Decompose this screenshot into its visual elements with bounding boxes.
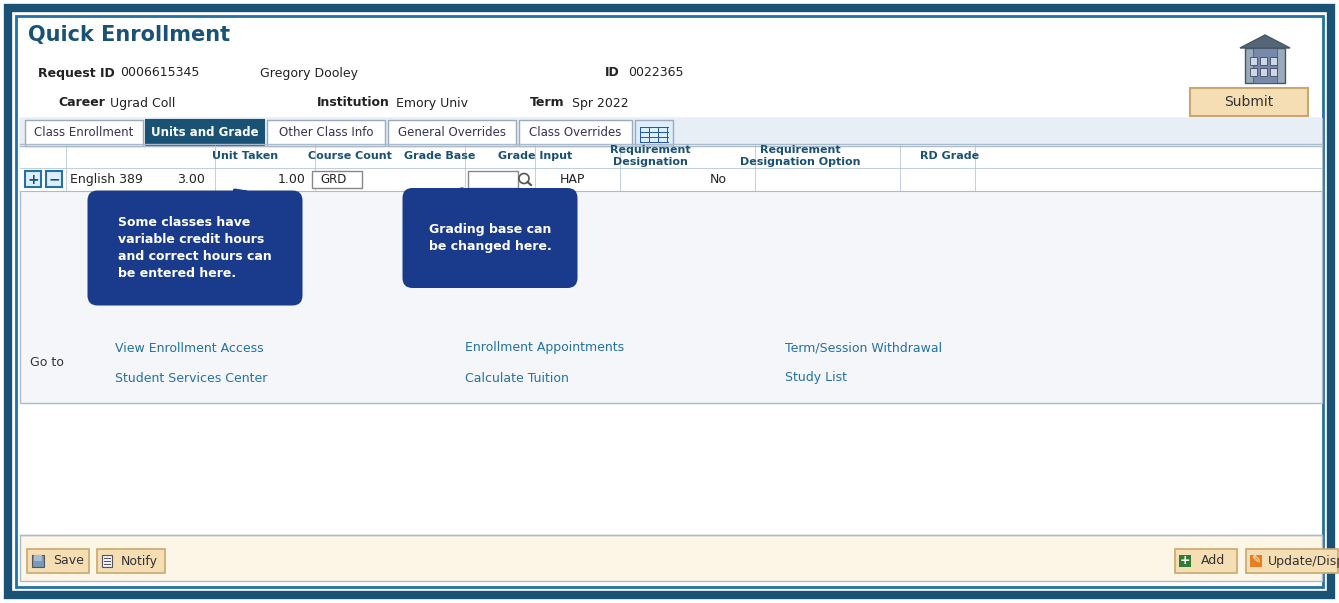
Text: Some classes have
variable credit hours
and correct hours can
be entered here.: Some classes have variable credit hours … [118,216,272,280]
Text: Institution: Institution [317,96,390,110]
FancyBboxPatch shape [403,188,577,288]
Text: ID: ID [605,66,620,80]
FancyBboxPatch shape [27,549,88,573]
Text: Enrollment Appointments: Enrollment Appointments [465,341,624,355]
FancyBboxPatch shape [1260,57,1267,65]
FancyBboxPatch shape [20,144,1322,168]
FancyBboxPatch shape [20,168,1322,191]
FancyBboxPatch shape [87,191,303,306]
Text: −: − [48,172,60,186]
Text: Update/Display: Update/Display [1268,555,1339,567]
Text: RD Grade: RD Grade [920,151,980,161]
FancyBboxPatch shape [1251,68,1257,76]
Text: Career: Career [58,96,104,110]
Text: Emory Univ: Emory Univ [396,96,469,110]
FancyBboxPatch shape [1176,549,1237,573]
FancyBboxPatch shape [20,118,1322,148]
Text: Request ID: Request ID [39,66,115,80]
Text: Submit: Submit [1224,95,1273,109]
Text: 3.00: 3.00 [177,173,205,186]
Text: Term/Session Withdrawal: Term/Session Withdrawal [785,341,943,355]
FancyBboxPatch shape [8,8,1331,595]
Text: Calculate Tuition: Calculate Tuition [465,371,569,385]
Text: Quick Enrollment: Quick Enrollment [28,25,230,45]
Text: Spr 2022: Spr 2022 [572,96,628,110]
FancyBboxPatch shape [25,120,143,146]
Text: Course Count: Course Count [308,151,392,161]
Text: Add: Add [1201,555,1225,567]
FancyBboxPatch shape [266,120,386,146]
Text: Class Overrides: Class Overrides [529,127,621,139]
FancyBboxPatch shape [469,171,518,188]
FancyBboxPatch shape [25,171,42,187]
Text: General Overrides: General Overrides [398,127,506,139]
Text: Grade Input: Grade Input [498,151,572,161]
FancyBboxPatch shape [388,120,516,146]
FancyBboxPatch shape [20,118,1322,403]
Text: No: No [710,173,727,186]
Text: Term: Term [530,96,565,110]
Text: 0022365: 0022365 [628,66,683,80]
FancyBboxPatch shape [1251,57,1257,65]
Text: Unit Taken: Unit Taken [212,151,279,161]
FancyBboxPatch shape [33,555,42,561]
FancyBboxPatch shape [146,120,264,146]
FancyBboxPatch shape [1190,88,1308,116]
Text: HAP: HAP [560,173,585,186]
Text: Class Enrollment: Class Enrollment [35,127,134,139]
FancyBboxPatch shape [1180,555,1190,567]
Text: GRD: GRD [320,173,347,186]
FancyBboxPatch shape [1260,68,1267,76]
Text: 0006615345: 0006615345 [121,66,200,80]
FancyBboxPatch shape [1269,57,1277,65]
FancyBboxPatch shape [312,171,362,188]
Text: Units and Grade: Units and Grade [151,127,258,139]
Text: Grade Base: Grade Base [404,151,475,161]
Text: +: + [1180,555,1190,567]
FancyBboxPatch shape [96,549,165,573]
Text: Study List: Study List [785,371,848,385]
FancyBboxPatch shape [46,171,62,187]
Polygon shape [1240,35,1289,48]
FancyBboxPatch shape [1269,68,1277,76]
Text: English 389: English 389 [70,173,143,186]
FancyBboxPatch shape [1253,48,1277,83]
FancyBboxPatch shape [32,555,44,567]
Text: +: + [27,172,39,186]
Text: Gregory Dooley: Gregory Dooley [260,66,358,80]
Text: Other Class Info: Other Class Info [279,127,374,139]
FancyBboxPatch shape [20,535,1322,581]
Text: Student Services Center: Student Services Center [115,371,268,385]
Text: 1.00: 1.00 [279,173,307,186]
Text: ✎: ✎ [1252,556,1261,566]
Text: Go to: Go to [29,356,64,370]
FancyBboxPatch shape [520,120,632,146]
Text: Ugrad Coll: Ugrad Coll [110,96,175,110]
FancyBboxPatch shape [635,120,674,146]
Text: Notify: Notify [121,555,158,567]
FancyBboxPatch shape [1245,48,1285,83]
FancyBboxPatch shape [1251,555,1261,567]
FancyBboxPatch shape [16,16,1323,587]
Text: Save: Save [54,555,84,567]
Text: Requirement
Designation: Requirement Designation [609,145,691,167]
FancyBboxPatch shape [102,555,112,567]
FancyBboxPatch shape [1247,549,1338,573]
Text: View Enrollment Access: View Enrollment Access [115,341,264,355]
Text: Requirement
Designation Option: Requirement Designation Option [739,145,860,167]
Text: Grading base can
be changed here.: Grading base can be changed here. [428,223,552,253]
